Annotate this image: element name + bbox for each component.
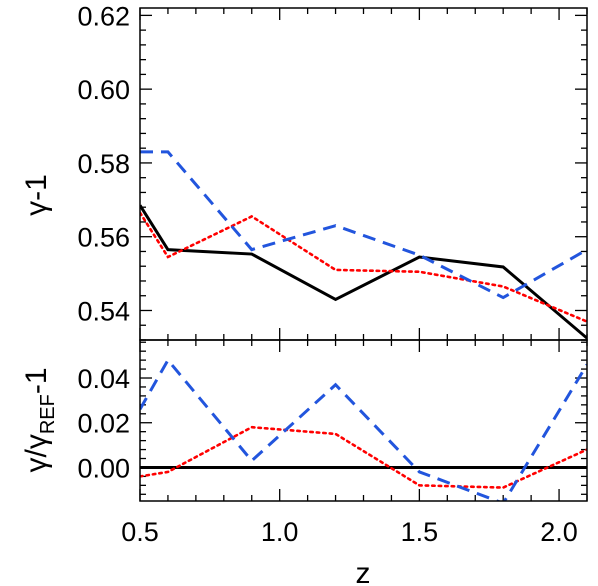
bottom-panel: 0.00 0.02 0.04 0.5 1.0 1.5 2.0 γ/γREF-1 z — [20, 339, 588, 586]
x-tick-label: 0.5 — [121, 517, 159, 547]
bottom-plot-frame — [139, 339, 588, 502]
top-series-group — [140, 150, 587, 340]
top-y-axis-label: γ-1 — [20, 174, 53, 216]
bottom-y-tick-label: 0.04 — [77, 364, 130, 394]
y-label-main: γ/γ — [20, 434, 53, 472]
top-plot-frame — [139, 7, 588, 341]
bottom-axis-ticks — [139, 340, 588, 501]
bottom-y-tick-labels: 0.00 0.02 0.04 — [77, 364, 130, 483]
top-y-tick-label: 0.58 — [77, 149, 130, 179]
top-panel: 0.54 0.56 0.58 0.60 0.62 γ-1 — [20, 1, 588, 341]
bottom-series-dashed-line — [140, 357, 587, 501]
top-series-dotted-line — [140, 211, 587, 323]
top-y-tick-label: 0.60 — [77, 75, 130, 105]
x-tick-label: 1.0 — [261, 517, 299, 547]
bottom-series-dotted-line — [140, 425, 587, 489]
top-y-tick-label: 0.56 — [77, 223, 130, 253]
x-tick-label: 1.5 — [401, 517, 439, 547]
x-axis-label: z — [356, 557, 371, 586]
top-axis-ticks — [139, 8, 588, 341]
y-label-end: -1 — [20, 367, 53, 394]
bottom-series-group — [140, 357, 587, 501]
bottom-x-tick-labels: 0.5 1.0 1.5 2.0 — [121, 517, 578, 547]
bottom-y-tick-label: 0.02 — [77, 409, 130, 439]
top-y-tick-labels: 0.54 0.56 0.58 0.60 0.62 — [77, 1, 130, 326]
bottom-y-tick-label: 0.00 — [77, 453, 130, 483]
top-y-tick-label: 0.62 — [77, 1, 130, 31]
y-label-subscript: REF — [37, 394, 59, 434]
x-tick-label: 2.0 — [540, 517, 578, 547]
top-series-solid-line — [140, 204, 587, 340]
top-series-dashed-line — [140, 150, 587, 300]
top-y-tick-label: 0.54 — [77, 296, 130, 326]
bottom-y-axis-label: γ/γREF-1 — [20, 367, 59, 472]
